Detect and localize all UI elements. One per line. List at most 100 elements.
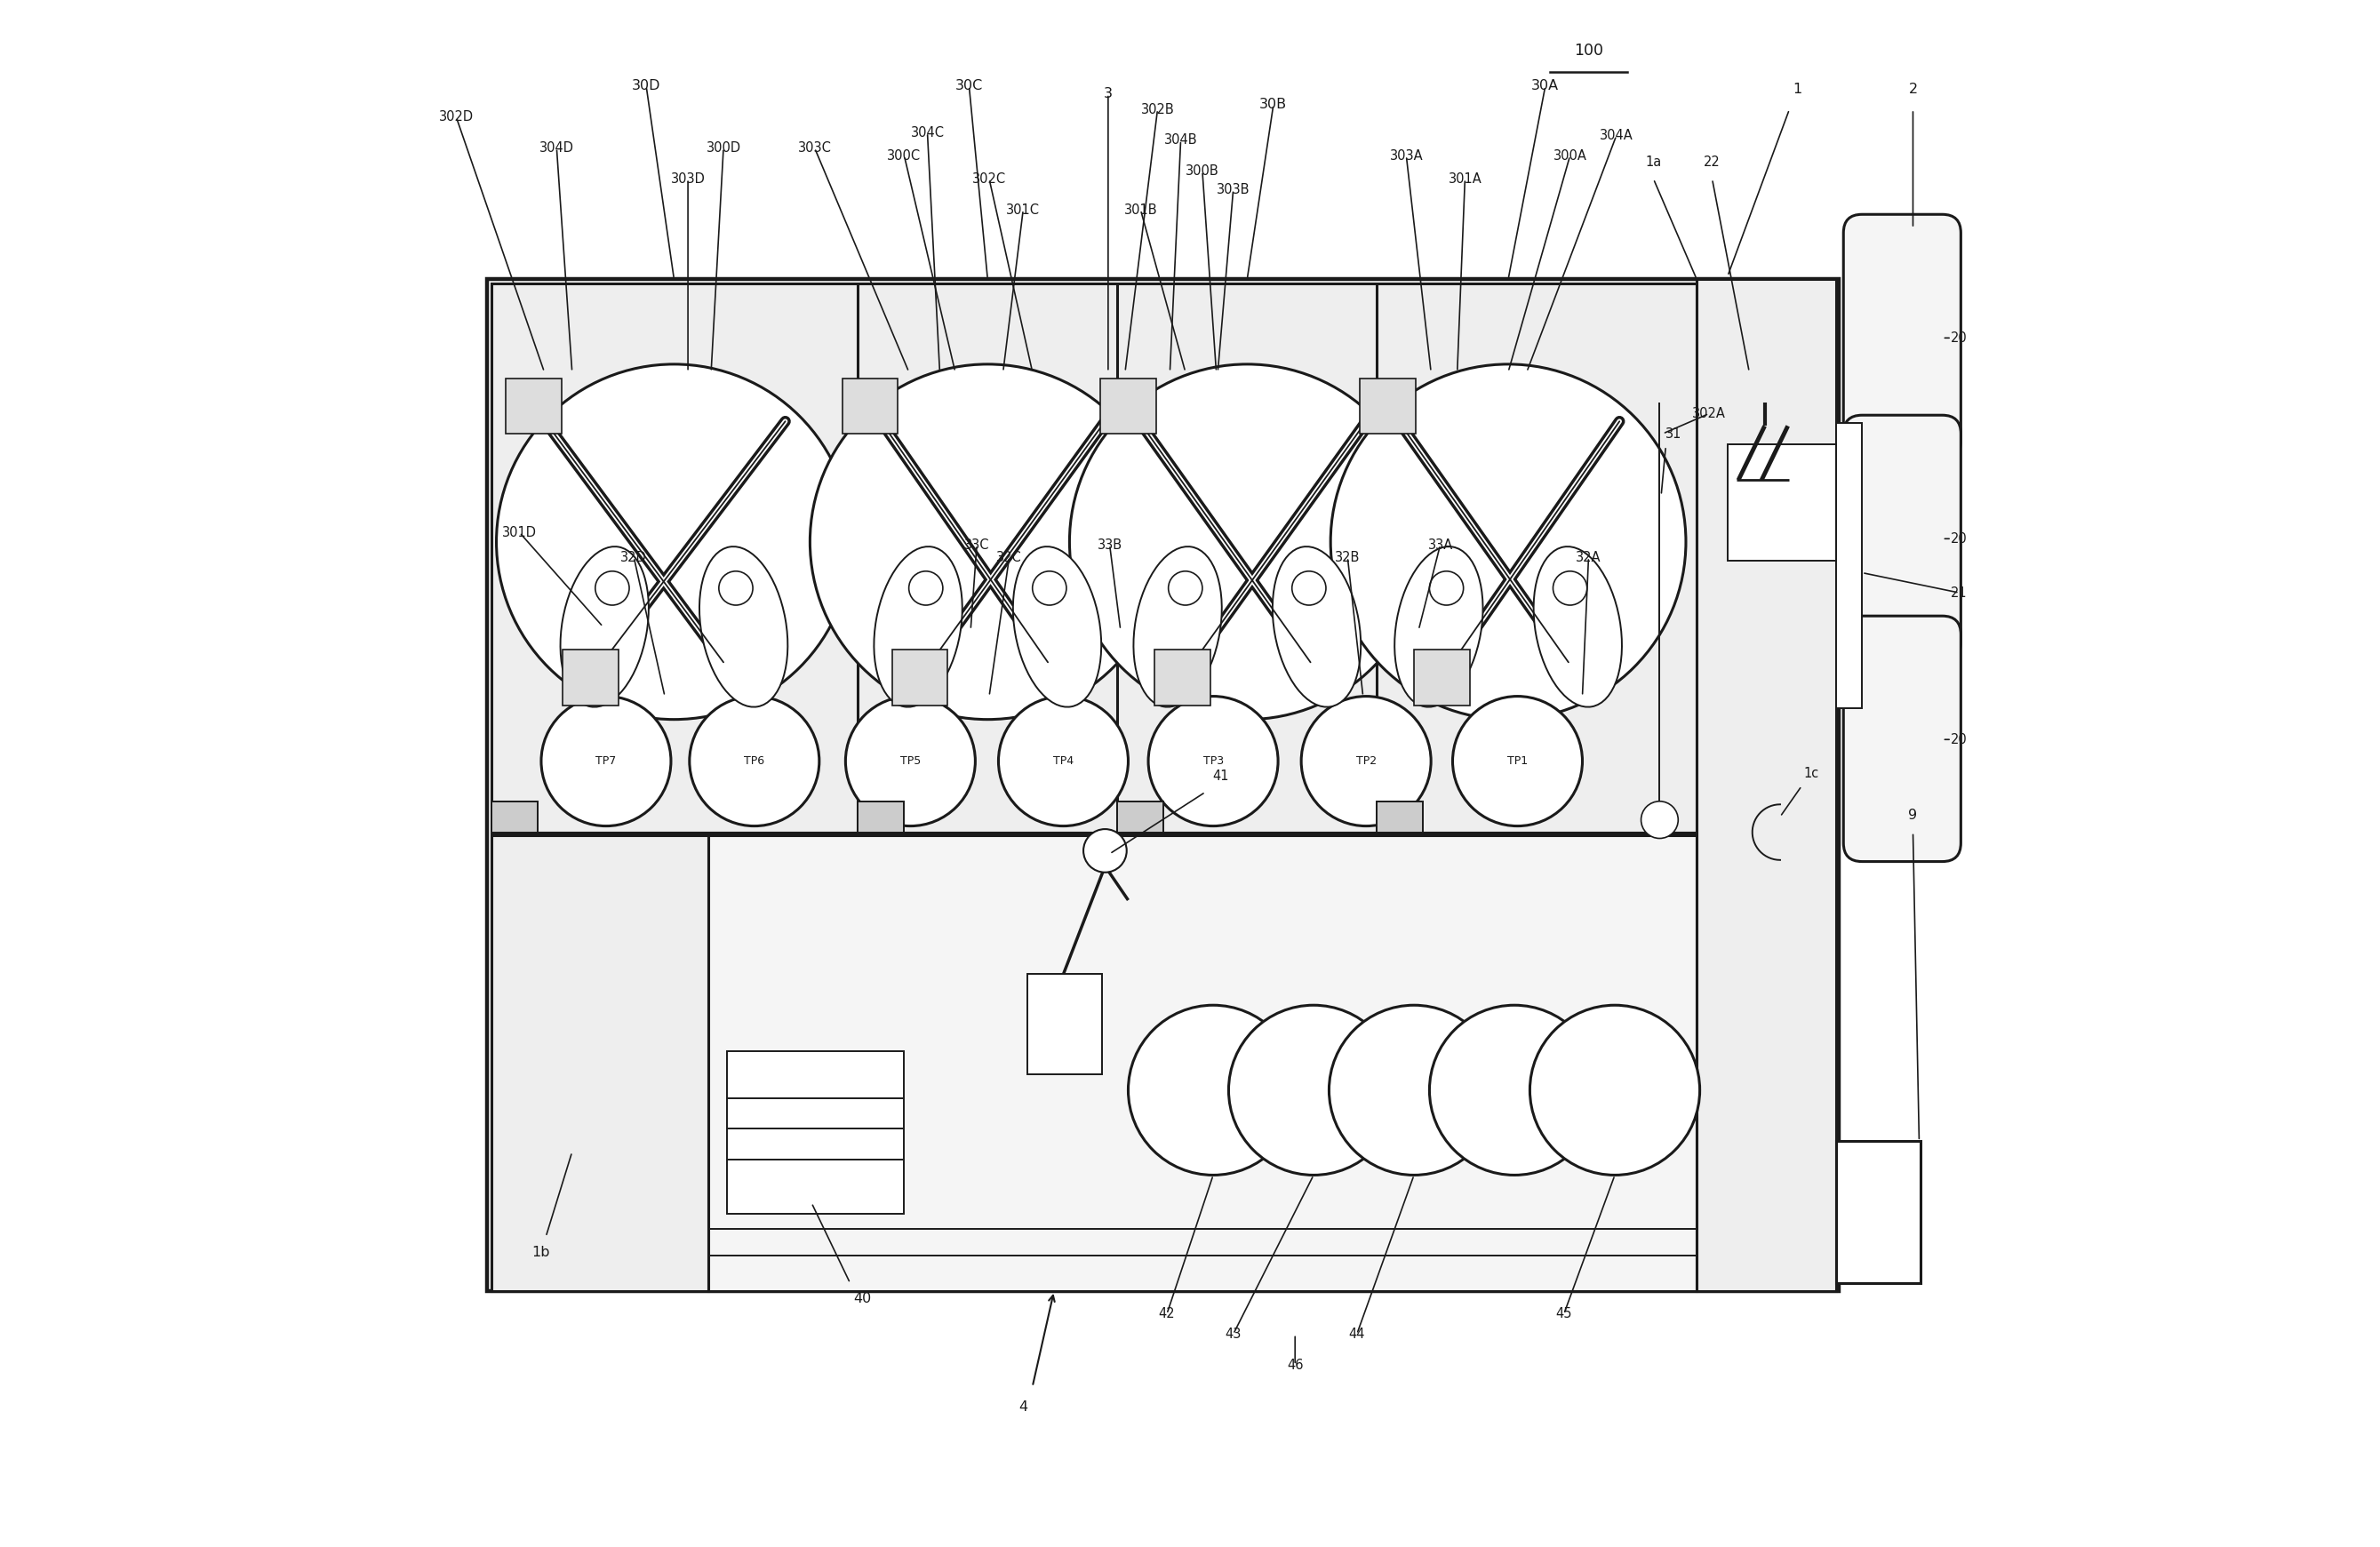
- Bar: [493, 801, 538, 832]
- Text: 1b: 1b: [533, 1245, 550, 1259]
- Text: TP6: TP6: [745, 755, 764, 767]
- Text: 32A: 32A: [1576, 551, 1602, 565]
- Circle shape: [1033, 571, 1066, 605]
- Circle shape: [595, 571, 628, 605]
- Circle shape: [1330, 364, 1685, 719]
- Bar: [1697, 280, 1835, 1290]
- Circle shape: [1530, 1006, 1699, 1176]
- Text: 303D: 303D: [671, 172, 704, 186]
- Bar: [1378, 801, 1423, 832]
- Circle shape: [1128, 1006, 1297, 1176]
- Circle shape: [1452, 696, 1583, 826]
- Text: 304D: 304D: [540, 141, 574, 155]
- Text: 1: 1: [1792, 82, 1802, 96]
- Text: 302A: 302A: [1692, 407, 1725, 421]
- Text: 42: 42: [1159, 1307, 1176, 1321]
- Ellipse shape: [1533, 546, 1621, 707]
- Text: 300C: 300C: [888, 149, 921, 162]
- Bar: [1728, 444, 1835, 560]
- Text: 301D: 301D: [502, 526, 538, 540]
- Text: TP1: TP1: [1507, 755, 1528, 767]
- Circle shape: [540, 696, 671, 826]
- Text: 304C: 304C: [912, 125, 945, 139]
- Bar: [1835, 1142, 1921, 1282]
- Text: 2: 2: [1909, 82, 1918, 96]
- Bar: [843, 377, 897, 433]
- Ellipse shape: [1273, 546, 1361, 707]
- Text: 33C: 33C: [964, 538, 990, 552]
- Bar: [726, 1052, 904, 1214]
- Circle shape: [1169, 571, 1202, 605]
- Text: 40: 40: [854, 1292, 871, 1306]
- Text: 302D: 302D: [438, 110, 474, 124]
- Bar: [1028, 975, 1102, 1075]
- Circle shape: [1000, 696, 1128, 826]
- Text: 300D: 300D: [707, 141, 740, 155]
- Text: 1a: 1a: [1645, 155, 1661, 169]
- Text: 30B: 30B: [1259, 97, 1288, 111]
- Text: 301C: 301C: [1007, 203, 1040, 217]
- Circle shape: [909, 571, 942, 605]
- Bar: [1100, 377, 1157, 433]
- Ellipse shape: [1014, 546, 1102, 707]
- Text: 33A: 33A: [1428, 538, 1452, 552]
- Bar: [1116, 801, 1164, 832]
- Text: 100: 100: [1573, 43, 1604, 59]
- Circle shape: [845, 696, 976, 826]
- Circle shape: [1069, 364, 1426, 719]
- Text: 303C: 303C: [797, 141, 831, 155]
- Bar: [493, 285, 1697, 832]
- FancyBboxPatch shape: [1845, 415, 1961, 661]
- Text: 304B: 304B: [1164, 133, 1197, 147]
- Bar: [892, 650, 947, 705]
- Text: 20: 20: [1952, 532, 1968, 546]
- Circle shape: [1430, 1006, 1599, 1176]
- Text: 300A: 300A: [1554, 149, 1587, 162]
- Text: TP2: TP2: [1357, 755, 1376, 767]
- Text: 43: 43: [1226, 1327, 1242, 1341]
- Bar: [1835, 422, 1861, 709]
- Text: 1c: 1c: [1804, 767, 1818, 780]
- Ellipse shape: [1395, 546, 1483, 707]
- Circle shape: [497, 364, 852, 719]
- Text: 4: 4: [1019, 1400, 1028, 1414]
- Ellipse shape: [873, 546, 962, 707]
- FancyBboxPatch shape: [1845, 616, 1961, 862]
- Text: 302C: 302C: [973, 172, 1007, 186]
- Circle shape: [1554, 571, 1587, 605]
- Text: 32B: 32B: [1335, 551, 1361, 565]
- Ellipse shape: [700, 546, 788, 707]
- Text: 303A: 303A: [1390, 149, 1423, 162]
- Bar: [1359, 377, 1416, 433]
- Text: 32D: 32D: [621, 551, 647, 565]
- Text: 46: 46: [1288, 1358, 1304, 1372]
- Text: 30C: 30C: [954, 79, 983, 93]
- Circle shape: [1292, 571, 1326, 605]
- Text: 31: 31: [1666, 427, 1683, 441]
- Text: 30A: 30A: [1530, 79, 1559, 93]
- Text: 21: 21: [1952, 586, 1968, 599]
- FancyBboxPatch shape: [1845, 215, 1961, 459]
- Text: 33B: 33B: [1097, 538, 1121, 552]
- Circle shape: [690, 696, 819, 826]
- Text: TP3: TP3: [1202, 755, 1223, 767]
- Circle shape: [1430, 571, 1464, 605]
- Bar: [857, 801, 904, 832]
- Text: 302B: 302B: [1140, 102, 1173, 116]
- Bar: [505, 377, 562, 433]
- Ellipse shape: [1133, 546, 1221, 707]
- Text: 303B: 303B: [1216, 183, 1250, 196]
- Circle shape: [1328, 1006, 1499, 1176]
- Text: 32C: 32C: [997, 551, 1021, 565]
- Circle shape: [809, 364, 1166, 719]
- Circle shape: [1228, 1006, 1399, 1176]
- Bar: [707, 835, 1697, 1290]
- Circle shape: [1083, 829, 1126, 873]
- Bar: [493, 835, 707, 1290]
- Circle shape: [1147, 696, 1278, 826]
- Text: 44: 44: [1349, 1327, 1366, 1341]
- Circle shape: [1302, 696, 1430, 826]
- Text: 9: 9: [1909, 809, 1918, 821]
- Circle shape: [1642, 801, 1678, 838]
- Text: TP7: TP7: [595, 755, 616, 767]
